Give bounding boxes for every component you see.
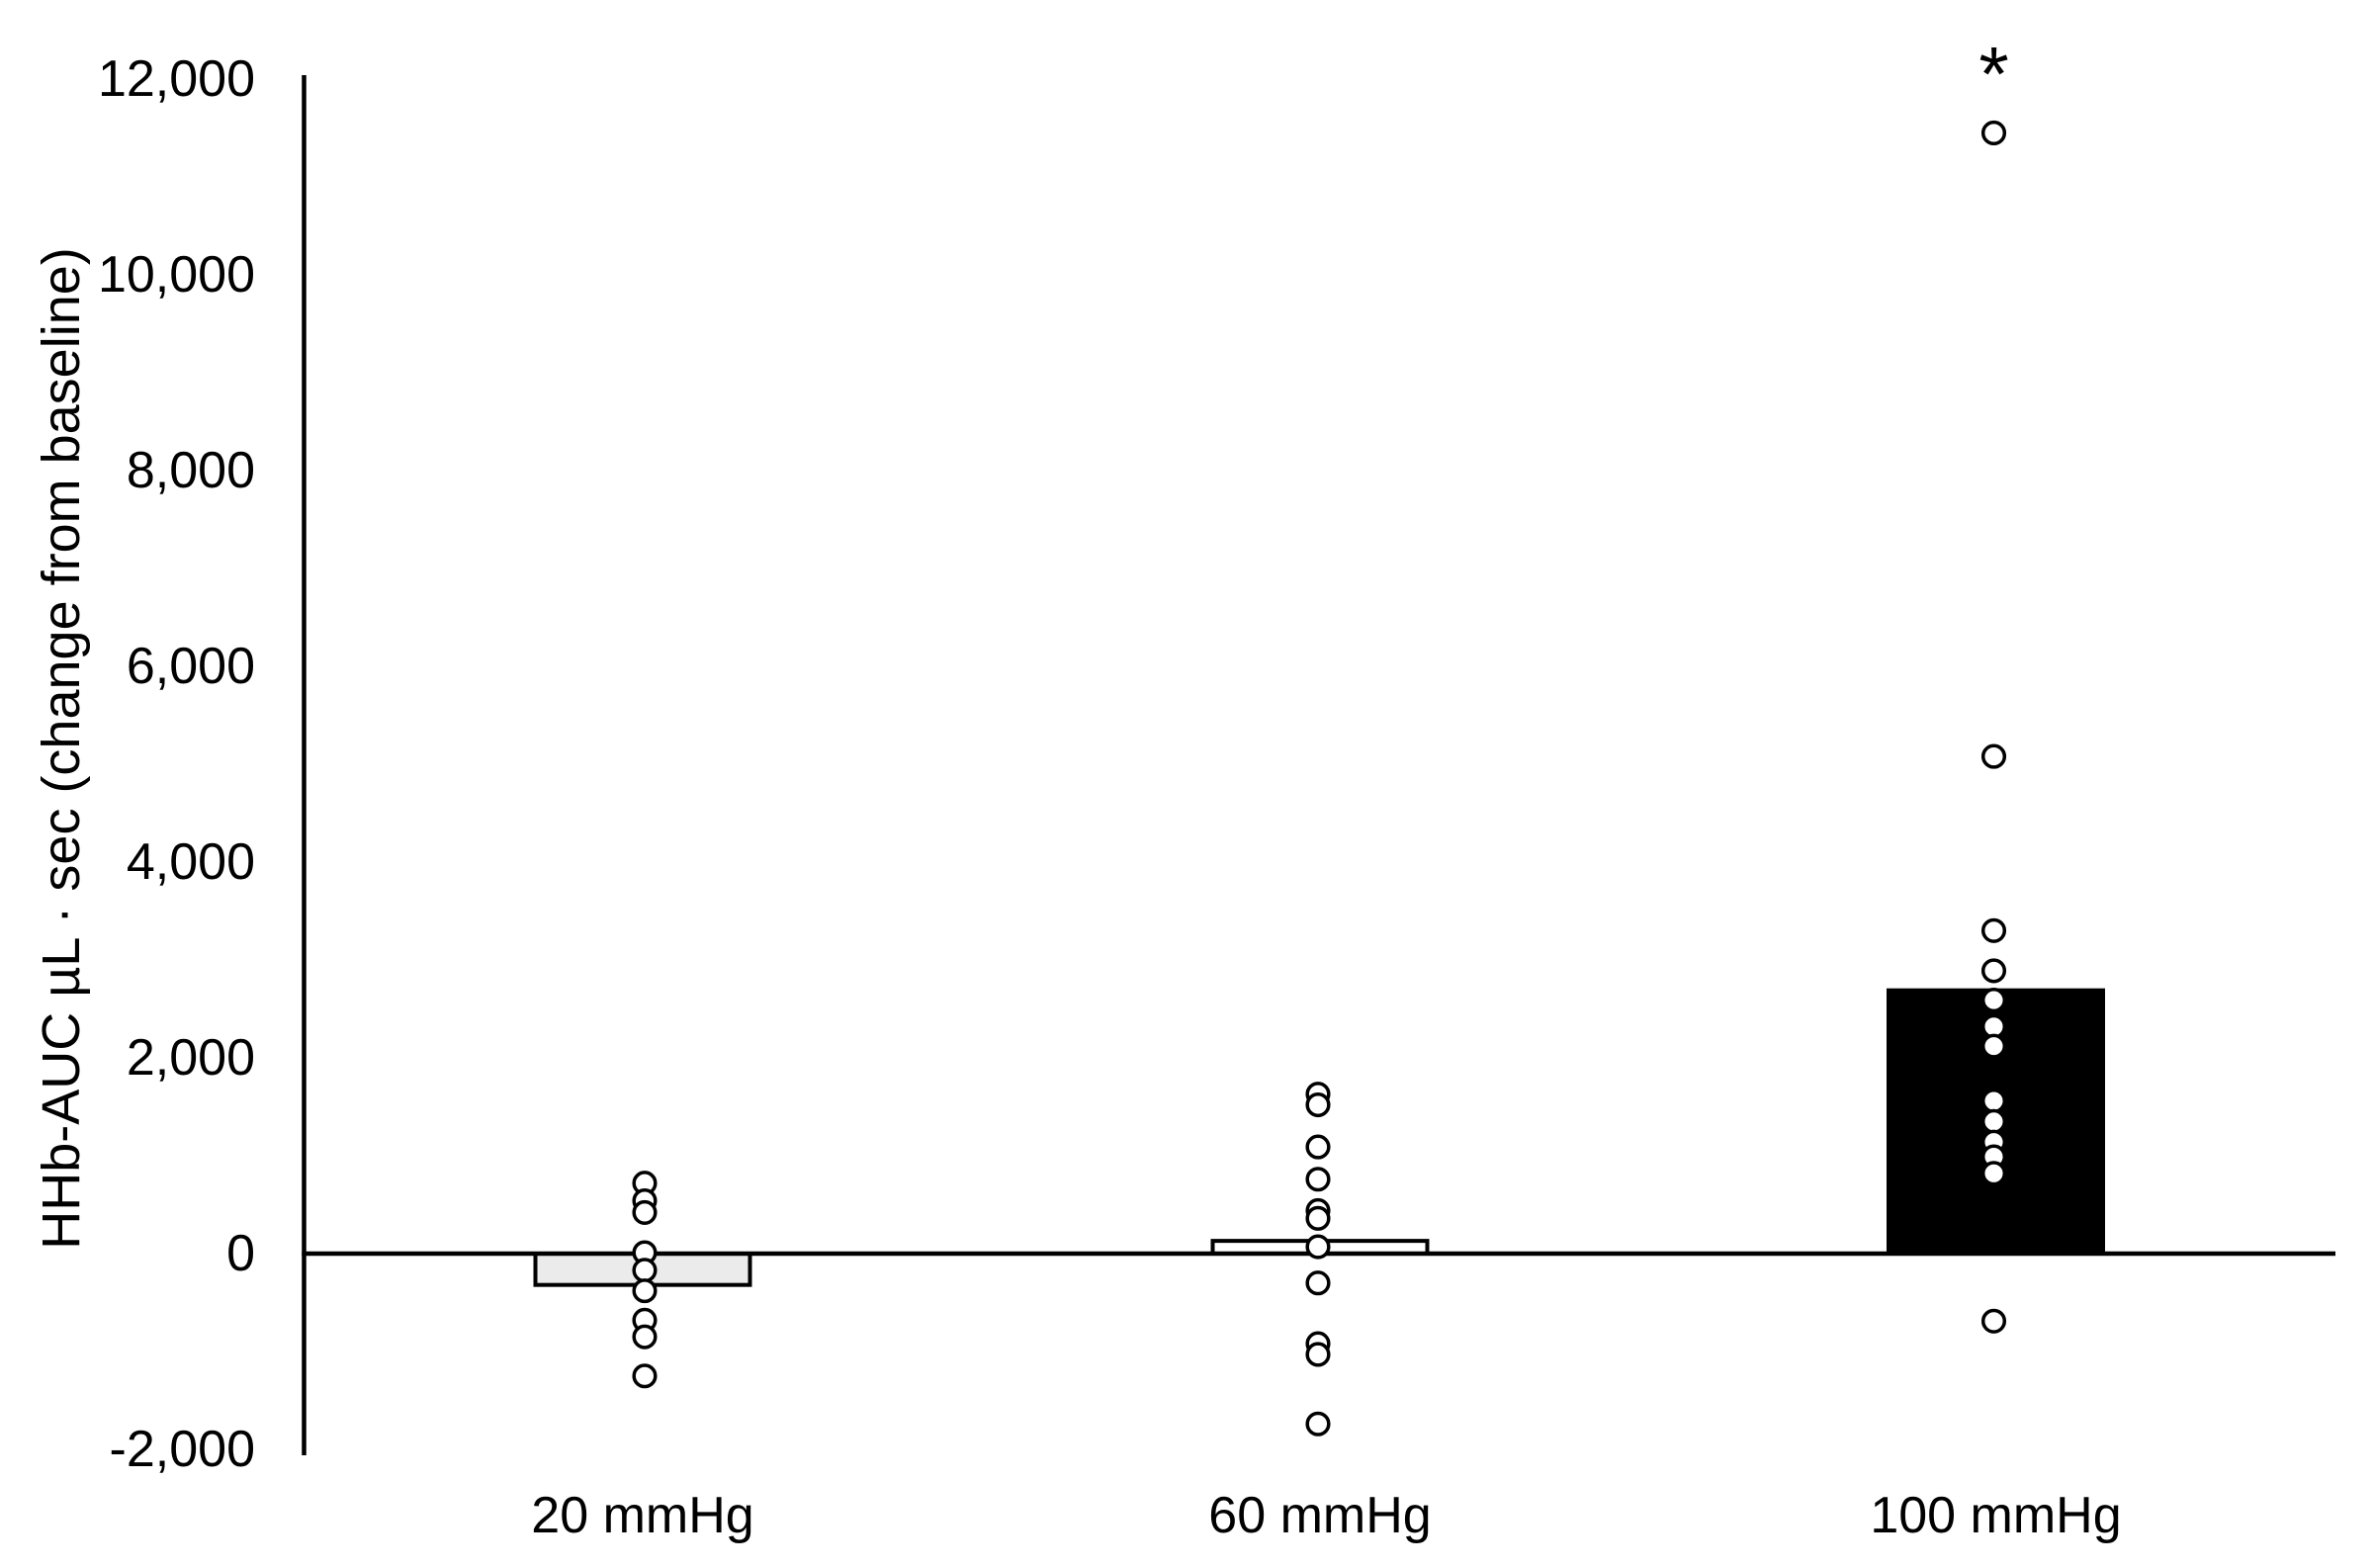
y-tick-label: 8,000	[127, 442, 255, 499]
data-point-100-mmhg	[1980, 958, 2007, 984]
y-tick-label: 6,000	[127, 638, 255, 695]
data-point-20-mmhg	[632, 1324, 658, 1350]
data-point-60-mmhg	[1305, 1091, 1331, 1118]
y-tick-label: 10,000	[98, 246, 255, 304]
data-point-20-mmhg	[632, 1278, 658, 1304]
x-axis-label-60-mmhg: 60 mmHg	[1208, 1487, 1431, 1544]
data-point-100-mmhg	[1980, 1033, 2007, 1059]
y-axis-title: HHb-AUC µL · sec (change from baseline)	[32, 247, 91, 1249]
data-point-100-mmhg	[1980, 917, 2007, 943]
data-point-20-mmhg	[632, 1258, 658, 1283]
data-point-100-mmhg	[1980, 1089, 2007, 1114]
y-tick-label: -2,000	[110, 1421, 255, 1478]
x-axis-label-100-mmhg: 100 mmHg	[1870, 1487, 2121, 1544]
data-point-100-mmhg	[1980, 743, 2007, 769]
data-point-60-mmhg	[1305, 1167, 1331, 1192]
data-point-100-mmhg	[1980, 1108, 2007, 1134]
x-axis-label-20-mmhg: 20 mmHg	[531, 1487, 753, 1544]
data-point-20-mmhg	[632, 1363, 658, 1389]
data-point-60-mmhg	[1305, 1411, 1331, 1437]
data-point-60-mmhg	[1305, 1134, 1331, 1160]
y-tick-label: 4,000	[127, 833, 255, 891]
data-point-60-mmhg	[1305, 1270, 1331, 1296]
data-point-60-mmhg	[1305, 1234, 1331, 1260]
y-tick-label: 0	[226, 1225, 255, 1282]
data-point-20-mmhg	[632, 1199, 658, 1225]
data-point-100-mmhg	[1980, 1161, 2007, 1186]
data-point-100-mmhg	[1980, 120, 2007, 145]
data-point-100-mmhg	[1980, 988, 2007, 1013]
data-point-60-mmhg	[1305, 1342, 1331, 1367]
y-tick-label: 12,000	[98, 50, 255, 108]
significance-asterisk: *	[1978, 30, 2008, 117]
data-point-60-mmhg	[1305, 1205, 1331, 1231]
data-point-100-mmhg	[1980, 1308, 2007, 1334]
y-tick-label: 2,000	[127, 1029, 255, 1087]
